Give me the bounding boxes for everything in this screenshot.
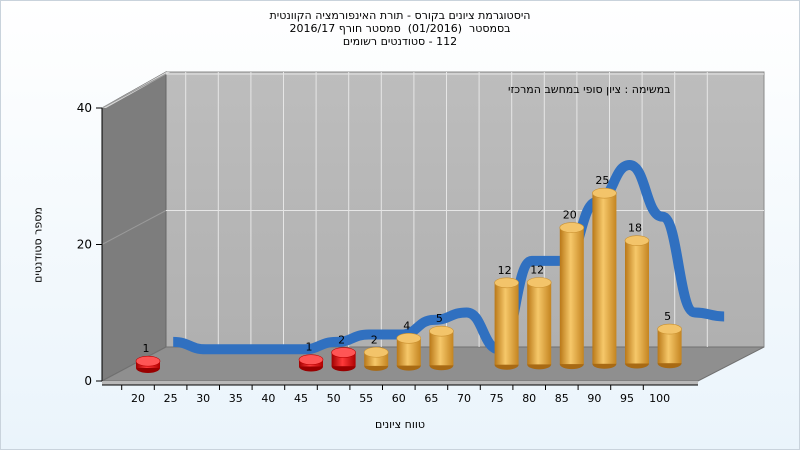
title-line-1: היסטוגרמת ציונים בקורס - תורת האינפורמצי… [269, 9, 531, 22]
bar-body [559, 227, 584, 365]
data-label: 1 [143, 342, 150, 355]
x-tick-label: 90 [587, 392, 601, 405]
bar [331, 347, 356, 372]
bar-top [331, 347, 356, 358]
bar-top [526, 277, 552, 288]
bar-body [592, 193, 617, 364]
data-label: 12 [498, 264, 512, 277]
data-label: 4 [403, 319, 410, 332]
y-tick-label: 0 [84, 374, 92, 388]
data-label: 1 [306, 341, 313, 354]
data-label: 20 [563, 209, 577, 222]
bar-body [494, 282, 519, 365]
data-label: 12 [530, 264, 544, 277]
bar-top [396, 332, 422, 344]
bar [559, 222, 585, 370]
bar-top [135, 355, 161, 367]
bar-body [625, 240, 649, 364]
bar [396, 332, 422, 371]
data-label: 18 [628, 222, 642, 235]
y-axis-label: מספר סטודנטים [31, 207, 45, 283]
floor-front-edge [102, 381, 698, 385]
x-tick-label: 70 [457, 392, 471, 405]
x-tick-label: 95 [620, 392, 634, 405]
x-tick-label: 30 [196, 392, 210, 405]
x-axis-label: טווח ציונים [375, 418, 425, 431]
data-label: 5 [664, 310, 671, 323]
bar [429, 325, 454, 371]
x-tick-label: 25 [164, 392, 178, 405]
bar-top [363, 346, 389, 358]
bar-body [429, 331, 454, 366]
chart-annotation: במשימה : ציון סופי במחשב המרכזי [508, 83, 671, 96]
trend-line [172, 160, 725, 355]
bar [135, 355, 161, 373]
side-wall [101, 71, 167, 382]
bar-top [429, 325, 454, 337]
y-tick-label: 40 [77, 101, 92, 115]
title-line-3: 112 - סטודנטים רשומים [342, 35, 458, 48]
title-line-2: בסמסטר (01/2016) סמסטר חורף 2016/17 [289, 22, 511, 35]
x-tick-label: 50 [327, 392, 341, 405]
chart-title: היסטוגרמת ציונים בקורס - תורת האינפורמצי… [0, 9, 800, 48]
bar [363, 346, 389, 371]
bar [657, 323, 682, 369]
side-gridline [101, 73, 167, 109]
bar-top [494, 277, 519, 289]
bar-top [624, 235, 650, 246]
x-tick-label: 55 [359, 392, 373, 405]
bar [298, 354, 324, 372]
y-tick-label: 20 [77, 238, 92, 252]
data-label: 2 [371, 333, 378, 346]
x-tick-label: 80 [522, 392, 536, 405]
bar-body [527, 282, 552, 365]
x-tick-label: 20 [131, 392, 145, 405]
x-tick-label: 45 [294, 392, 308, 405]
bar-top [657, 323, 682, 335]
bar-body [657, 329, 682, 364]
bar [624, 235, 650, 369]
x-tick-label: 65 [424, 392, 438, 405]
x-tick-label: 75 [490, 392, 504, 405]
bar-top [298, 354, 324, 365]
bar-top [592, 187, 617, 199]
data-label: 5 [436, 312, 443, 325]
data-label: 25 [595, 174, 609, 187]
x-tick-label: 85 [555, 392, 569, 405]
bar [526, 277, 552, 370]
x-tick-label: 60 [392, 392, 406, 405]
x-tick-label: 100 [649, 392, 670, 405]
x-tick-label: 40 [261, 392, 275, 405]
x-tick-label: 35 [229, 392, 243, 405]
bar [592, 187, 617, 369]
bar-top [559, 222, 585, 233]
data-label: 2 [338, 334, 345, 347]
side-gridline [101, 210, 167, 245]
bar [494, 277, 519, 370]
